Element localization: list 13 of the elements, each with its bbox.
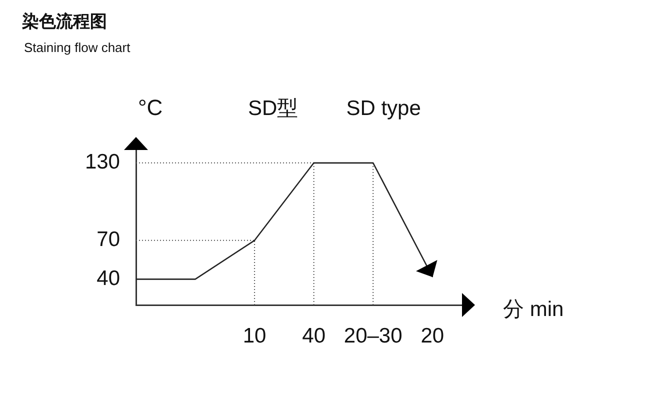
- chart-subtitle: Staining flow chart: [24, 40, 130, 55]
- x-tick-label: 40: [302, 324, 326, 348]
- y-axis-title: °C: [138, 95, 163, 120]
- chart-title: 染色流程图: [22, 12, 107, 31]
- x-axis-title: 分 min: [503, 298, 564, 321]
- x-tick-label: 10: [242, 324, 266, 348]
- y-tick-label: 40: [96, 266, 120, 290]
- text: SD型: [248, 97, 298, 120]
- x-tick-label: 20–30: [344, 324, 402, 348]
- y-tick-label: 130: [84, 150, 120, 174]
- y-tick-label: 70: [96, 228, 120, 252]
- text: SD type: [346, 97, 421, 120]
- x-tick-label: 20: [420, 324, 444, 348]
